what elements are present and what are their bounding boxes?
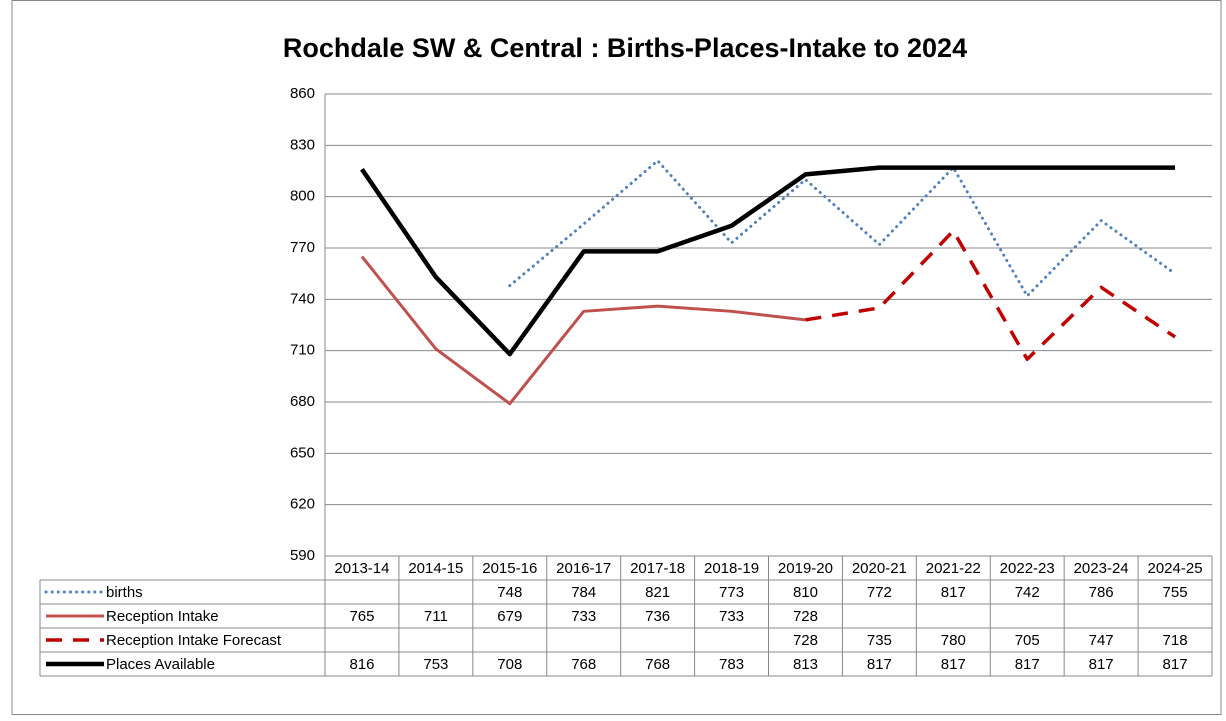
table-value: 765 [349,608,374,625]
table-value: 816 [349,656,374,673]
x-tick-label: 2015-16 [482,560,537,577]
x-tick-label: 2013-14 [334,560,389,577]
table-value: 784 [571,584,596,601]
x-tick-label: 2014-15 [408,560,463,577]
table-value: 817 [941,656,966,673]
table-value: 747 [1089,632,1114,649]
x-tick-label: 2023-24 [1074,560,1129,577]
table-value: 728 [793,608,818,625]
x-tick-label: 2018-19 [704,560,759,577]
y-tick-label: 770 [290,239,315,256]
y-tick-label: 860 [290,85,315,102]
table-value: 768 [645,656,670,673]
series-line [805,229,1177,361]
table-value: 711 [424,608,448,625]
table-value: 742 [1015,584,1040,601]
table-value: 733 [719,608,744,625]
y-tick-label: 680 [290,393,315,410]
y-tick-label: 650 [290,444,315,461]
table-value: 679 [497,608,522,625]
table-value: 817 [867,656,892,673]
x-tick-label: 2016-17 [556,560,611,577]
legend-label: Reception Intake [106,608,219,625]
table-value: 718 [1163,632,1188,649]
table-value: 736 [645,608,670,625]
table-value: 817 [1089,656,1114,673]
table-value: 780 [941,632,966,649]
legend-label: births [106,584,143,601]
y-tick-label: 620 [290,496,315,513]
chart-border [11,0,1222,715]
table-value: 748 [497,584,522,601]
table-value: 772 [867,584,892,601]
table-value: 821 [645,584,670,601]
table-value: 773 [719,584,744,601]
y-tick-label: 590 [290,547,315,564]
y-tick-label: 710 [290,342,315,359]
table-value: 708 [497,656,522,673]
x-tick-label: 2017-18 [630,560,685,577]
table-value: 768 [571,656,596,673]
x-tick-label: 2021-22 [926,560,981,577]
table-value: 810 [793,584,818,601]
x-tick-label: 2022-23 [1000,560,1055,577]
table-value: 786 [1089,584,1114,601]
y-tick-label: 740 [290,290,315,307]
x-tick-label: 2024-25 [1148,560,1203,577]
table-value: 705 [1015,632,1040,649]
legend-label: Reception Intake Forecast [106,632,282,649]
table-value: 753 [423,656,448,673]
table-value: 817 [1015,656,1040,673]
table-value: 735 [867,632,892,649]
y-tick-label: 830 [290,136,315,153]
y-tick-label: 800 [290,188,315,205]
chart-title: Rochdale SW & Central : Births-Places-In… [283,33,967,63]
table-value: 755 [1163,584,1188,601]
x-tick-label: 2019-20 [778,560,833,577]
series-line [508,159,1177,298]
table-value: 733 [571,608,596,625]
table-value: 813 [793,656,818,673]
table-value: 728 [793,632,818,649]
x-tick-label: 2020-21 [852,560,907,577]
legend-label: Places Available [106,656,215,673]
series-line [360,255,806,406]
table-value: 817 [941,584,966,601]
series-line [360,165,1176,357]
table-value: 817 [1163,656,1188,673]
table-value: 783 [719,656,744,673]
